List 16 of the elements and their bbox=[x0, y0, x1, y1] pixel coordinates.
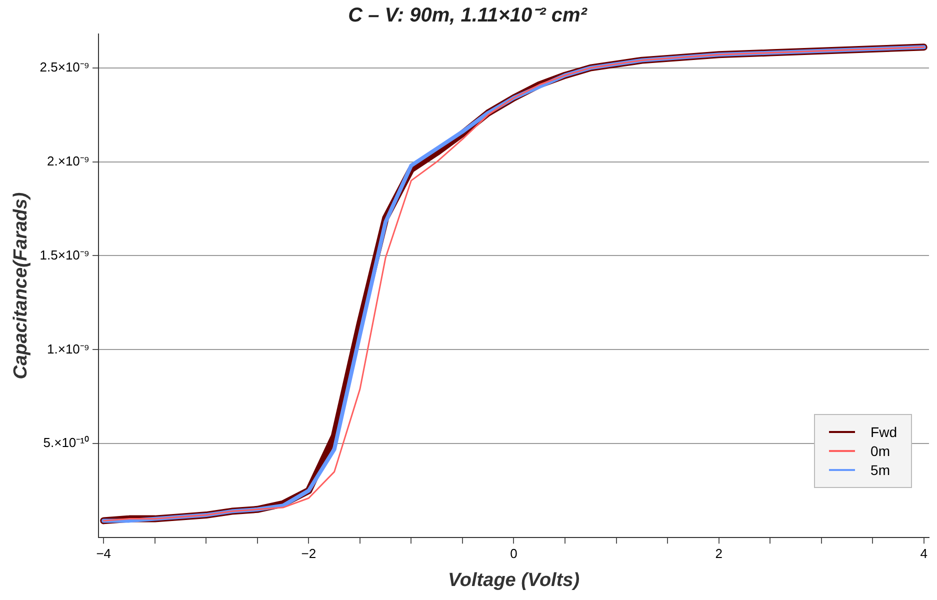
y-tick-label: 2.×10⁻⁹ bbox=[47, 153, 90, 168]
y-axis-title: Capacitance(Farads) bbox=[10, 192, 32, 380]
x-tick-label: 0 bbox=[510, 546, 518, 561]
legend-label: 0m bbox=[870, 443, 890, 459]
x-axis-title: Voltage (Volts) bbox=[448, 570, 580, 591]
legend-label: Fwd bbox=[870, 424, 897, 440]
chart-title: C – V: 90m, 1.11×10⁻² cm² bbox=[348, 4, 588, 27]
y-tick-label: 1.×10⁻⁹ bbox=[47, 341, 90, 356]
x-tick-label: 4 bbox=[920, 546, 928, 561]
x-tick-label: −4 bbox=[96, 546, 112, 561]
y-tick-label: 2.5×10⁻⁹ bbox=[40, 59, 90, 74]
y-tick-label: 1.5×10⁻⁹ bbox=[40, 247, 90, 262]
y-tick-label: 5.×10⁻¹⁰ bbox=[43, 435, 90, 450]
legend-label: 5m bbox=[870, 462, 890, 478]
x-tick-label: −2 bbox=[301, 546, 316, 561]
x-tick-label: 2 bbox=[715, 546, 722, 561]
